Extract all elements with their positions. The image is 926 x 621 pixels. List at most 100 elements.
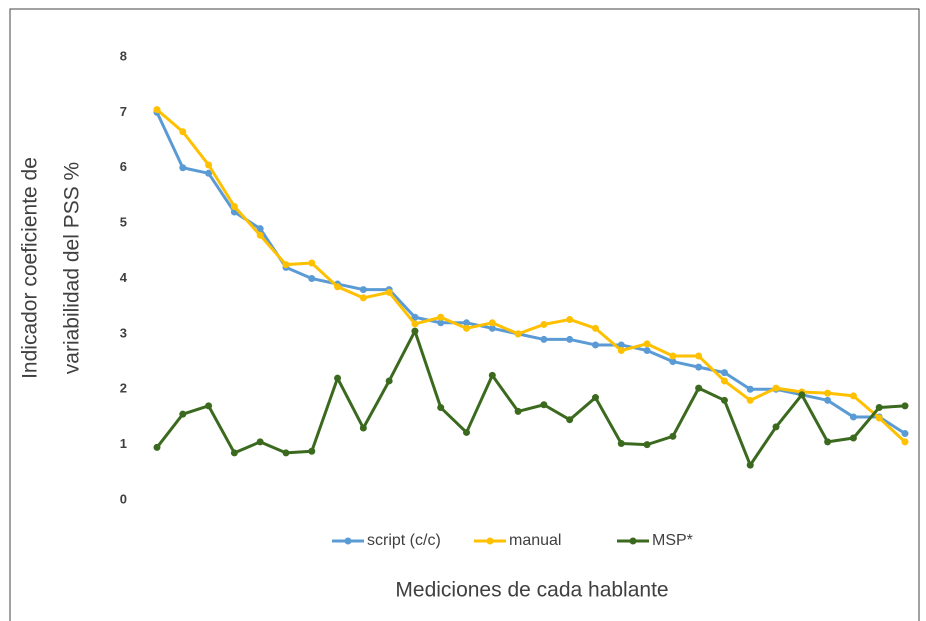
data-point — [308, 275, 316, 282]
data-point — [695, 384, 703, 392]
data-point — [540, 335, 548, 343]
data-point — [179, 164, 187, 172]
data-point — [488, 371, 496, 379]
data-point — [308, 447, 316, 455]
legend-marker — [344, 537, 352, 545]
data-point — [514, 407, 522, 415]
data-point — [643, 346, 651, 354]
data-point — [617, 341, 625, 349]
frame — [9, 8, 920, 621]
y-tick-label: 7 — [120, 104, 127, 119]
data-point — [308, 259, 316, 267]
data-point — [179, 128, 187, 136]
data-point — [875, 414, 883, 422]
data-point — [256, 231, 264, 239]
legend-marker — [486, 537, 494, 545]
data-point — [205, 402, 213, 410]
data-point — [463, 324, 471, 332]
data-point — [798, 391, 806, 399]
data-point — [643, 340, 651, 348]
data-point — [875, 404, 883, 412]
data-point — [824, 389, 832, 397]
data-point — [720, 369, 728, 377]
y-tick-label: 6 — [120, 159, 127, 174]
data-point — [463, 428, 471, 436]
legend-marker — [629, 537, 637, 545]
data-point — [463, 319, 471, 327]
data-point — [514, 330, 522, 338]
data-point — [695, 352, 703, 360]
data-point — [849, 413, 857, 421]
data-point — [720, 377, 728, 385]
data-point — [901, 402, 909, 410]
data-point — [540, 401, 548, 409]
data-point — [849, 434, 857, 442]
data-point — [282, 449, 290, 457]
data-point — [746, 385, 754, 393]
data-point — [282, 261, 290, 269]
series-line — [155, 329, 906, 467]
data-point — [437, 404, 445, 412]
data-point — [617, 440, 625, 448]
data-point — [643, 441, 651, 449]
data-point — [437, 319, 445, 327]
data-point — [411, 327, 419, 335]
data-point — [153, 106, 161, 114]
data-point — [230, 203, 238, 211]
data-point — [385, 288, 393, 296]
y-tick-label: 1 — [120, 436, 127, 451]
data-point — [901, 438, 909, 446]
data-point — [669, 358, 677, 366]
data-point — [359, 286, 367, 294]
y-tick-label: 2 — [120, 381, 127, 396]
data-point — [566, 335, 574, 343]
data-point — [205, 169, 213, 177]
data-point — [153, 443, 161, 451]
data-point — [359, 294, 367, 302]
data-point — [334, 283, 342, 291]
y-tick-label: 4 — [120, 270, 128, 285]
data-point — [385, 377, 393, 385]
data-point — [901, 430, 909, 438]
x-axis-label: Mediciones de cada hablante — [395, 579, 668, 602]
data-point — [179, 410, 187, 418]
data-point — [411, 313, 419, 321]
data-point — [772, 423, 780, 431]
data-point — [824, 396, 832, 404]
legend-label: manual — [509, 532, 561, 549]
data-point — [359, 424, 367, 432]
data-point — [772, 384, 780, 392]
y-tick-label: 3 — [120, 325, 127, 340]
data-point — [591, 324, 599, 332]
data-point — [669, 432, 677, 440]
data-point — [824, 438, 832, 446]
data-point — [695, 363, 703, 371]
legend-label: script (c/c) — [367, 532, 441, 549]
data-point — [488, 319, 496, 327]
data-point — [746, 396, 754, 404]
data-point — [566, 315, 574, 323]
data-point — [617, 346, 625, 354]
data-point — [488, 324, 496, 332]
data-point — [540, 320, 548, 328]
y-axis-label: Indicador coeficiente de — [19, 157, 42, 379]
y-axis-label: variabilidad del PSS % — [61, 162, 84, 374]
data-point — [566, 416, 574, 424]
data-point — [230, 449, 238, 457]
data-point — [205, 161, 213, 169]
y-tick-label: 0 — [120, 491, 127, 506]
data-point — [849, 392, 857, 400]
data-point — [256, 438, 264, 446]
data-point — [334, 374, 342, 382]
data-point — [256, 225, 264, 233]
data-point — [411, 320, 419, 328]
data-point — [591, 341, 599, 349]
data-point — [591, 394, 599, 402]
legend-label: MSP* — [652, 532, 693, 549]
series-line — [155, 111, 906, 435]
y-tick-label: 8 — [120, 48, 127, 63]
data-point — [746, 461, 754, 469]
series-line — [156, 108, 907, 443]
data-point — [720, 396, 728, 404]
